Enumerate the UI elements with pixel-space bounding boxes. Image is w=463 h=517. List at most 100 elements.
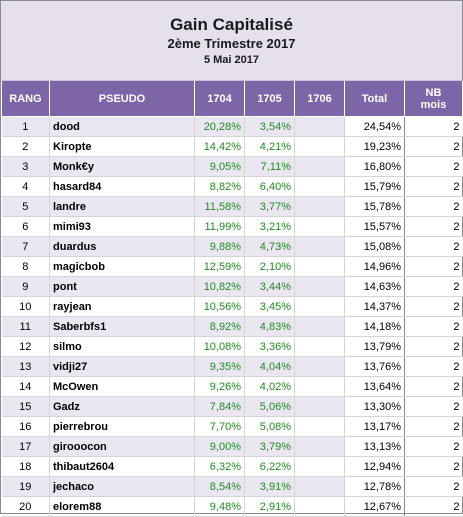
cell-1706[interactable] — [294, 316, 345, 337]
table-row[interactable]: 19 jechaco 8,54% 3,91% 12,78% 2 — [1, 476, 463, 497]
cell-total[interactable]: 13,13% — [344, 436, 405, 457]
cell-1705[interactable]: 3,44% — [244, 276, 295, 297]
cell-1706[interactable] — [294, 276, 345, 297]
cell-1705[interactable]: 3,21% — [244, 216, 295, 237]
cell-1704[interactable]: 10,56% — [194, 296, 245, 317]
cell-1704[interactable]: 8,54% — [194, 476, 245, 497]
table-row[interactable]: 13 vidji27 9,35% 4,04% 13,76% 2 — [1, 356, 463, 377]
cell-nb-mois[interactable]: 2 — [404, 156, 463, 177]
cell-1704[interactable]: 10,08% — [194, 336, 245, 357]
cell-1706[interactable] — [294, 176, 345, 197]
table-row[interactable]: 5 landre 11,58% 3,77% 15,78% 2 — [1, 196, 463, 217]
cell-1705[interactable]: 3,77% — [244, 196, 295, 217]
cell-rang[interactable]: 19 — [1, 476, 50, 497]
cell-pseudo[interactable]: Monk€y — [49, 156, 195, 177]
table-row[interactable]: 14 McOwen 9,26% 4,02% 13,64% 2 — [1, 376, 463, 397]
cell-rang[interactable]: 3 — [1, 156, 50, 177]
column-header-1704[interactable]: 1704 — [194, 81, 245, 117]
column-header-total[interactable]: Total — [344, 81, 405, 117]
cell-1706[interactable] — [294, 136, 345, 157]
cell-nb-mois[interactable]: 2 — [404, 116, 463, 137]
cell-total[interactable]: 15,08% — [344, 236, 405, 257]
cell-1705[interactable]: 6,40% — [244, 176, 295, 197]
cell-1705[interactable]: 7,11% — [244, 156, 295, 177]
cell-1704[interactable]: 9,05% — [194, 156, 245, 177]
cell-nb-mois[interactable]: 2 — [404, 336, 463, 357]
cell-rang[interactable]: 18 — [1, 456, 50, 477]
cell-total[interactable]: 24,54% — [344, 116, 405, 137]
cell-1705[interactable]: 3,45% — [244, 296, 295, 317]
cell-total[interactable]: 13,79% — [344, 336, 405, 357]
table-row[interactable]: 4 hasard84 8,82% 6,40% 15,79% 2 — [1, 176, 463, 197]
cell-nb-mois[interactable]: 2 — [404, 456, 463, 477]
cell-rang[interactable]: 5 — [1, 196, 50, 217]
cell-nb-mois[interactable]: 2 — [404, 476, 463, 497]
cell-total[interactable]: 13,30% — [344, 396, 405, 417]
column-header-rang[interactable]: RANG — [1, 81, 50, 117]
cell-pseudo[interactable]: silmo — [49, 336, 195, 357]
table-row[interactable]: 9 pont 10,82% 3,44% 14,63% 2 — [1, 276, 463, 297]
cell-pseudo[interactable]: thibaut2604 — [49, 456, 195, 477]
cell-rang[interactable]: 15 — [1, 396, 50, 417]
cell-rang[interactable]: 4 — [1, 176, 50, 197]
cell-1704[interactable]: 11,99% — [194, 216, 245, 237]
cell-1705[interactable]: 4,04% — [244, 356, 295, 377]
cell-total[interactable]: 12,94% — [344, 456, 405, 477]
cell-pseudo[interactable]: duardus — [49, 236, 195, 257]
cell-total[interactable]: 14,96% — [344, 256, 405, 277]
cell-1706[interactable] — [294, 416, 345, 437]
cell-pseudo[interactable]: rayjean — [49, 296, 195, 317]
cell-1705[interactable]: 5,08% — [244, 416, 295, 437]
cell-nb-mois[interactable]: 2 — [404, 356, 463, 377]
cell-nb-mois[interactable]: 2 — [404, 376, 463, 397]
cell-rang[interactable]: 14 — [1, 376, 50, 397]
cell-1706[interactable] — [294, 476, 345, 497]
cell-rang[interactable]: 16 — [1, 416, 50, 437]
cell-1704[interactable]: 9,26% — [194, 376, 245, 397]
column-header-1706[interactable]: 1706 — [294, 81, 345, 117]
cell-1704[interactable]: 9,88% — [194, 236, 245, 257]
cell-rang[interactable]: 7 — [1, 236, 50, 257]
table-row[interactable]: 10 rayjean 10,56% 3,45% 14,37% 2 — [1, 296, 463, 317]
cell-1705[interactable]: 4,21% — [244, 136, 295, 157]
cell-1706[interactable] — [294, 236, 345, 257]
cell-1704[interactable]: 12,59% — [194, 256, 245, 277]
cell-nb-mois[interactable]: 2 — [404, 176, 463, 197]
cell-1704[interactable]: 9,00% — [194, 436, 245, 457]
cell-pseudo[interactable]: girooocon — [49, 436, 195, 457]
table-row[interactable]: 3 Monk€y 9,05% 7,11% 16,80% 2 — [1, 156, 463, 177]
cell-1704[interactable]: 11,58% — [194, 196, 245, 217]
cell-pseudo[interactable]: landre — [49, 196, 195, 217]
table-row[interactable]: 7 duardus 9,88% 4,73% 15,08% 2 — [1, 236, 463, 257]
cell-nb-mois[interactable]: 2 — [404, 216, 463, 237]
cell-pseudo[interactable]: magicbob — [49, 256, 195, 277]
cell-pseudo[interactable]: McOwen — [49, 376, 195, 397]
cell-1704[interactable]: 6,32% — [194, 456, 245, 477]
cell-pseudo[interactable]: Saberbfs1 — [49, 316, 195, 337]
cell-nb-mois[interactable]: 2 — [404, 256, 463, 277]
cell-total[interactable]: 13,76% — [344, 356, 405, 377]
table-row[interactable]: 8 magicbob 12,59% 2,10% 14,96% 2 — [1, 256, 463, 277]
cell-rang[interactable]: 8 — [1, 256, 50, 277]
cell-1706[interactable] — [294, 116, 345, 137]
cell-1706[interactable] — [294, 396, 345, 417]
cell-pseudo[interactable]: dood — [49, 116, 195, 137]
table-row[interactable]: 6 mimi93 11,99% 3,21% 15,57% 2 — [1, 216, 463, 237]
cell-1705[interactable]: 3,54% — [244, 116, 295, 137]
cell-total[interactable]: 13,17% — [344, 416, 405, 437]
cell-pseudo[interactable]: hasard84 — [49, 176, 195, 197]
table-row[interactable]: 2 Kiropte 14,42% 4,21% 19,23% 2 — [1, 136, 463, 157]
cell-total[interactable]: 14,63% — [344, 276, 405, 297]
cell-1706[interactable] — [294, 356, 345, 377]
cell-1706[interactable] — [294, 296, 345, 317]
cell-pseudo[interactable]: vidji27 — [49, 356, 195, 377]
cell-total[interactable]: 14,37% — [344, 296, 405, 317]
cell-nb-mois[interactable]: 2 — [404, 296, 463, 317]
cell-total[interactable]: 13,64% — [344, 376, 405, 397]
column-header-pseudo[interactable]: PSEUDO — [49, 81, 195, 117]
table-row[interactable]: 18 thibaut2604 6,32% 6,22% 12,94% 2 — [1, 456, 463, 477]
cell-pseudo[interactable]: jechaco — [49, 476, 195, 497]
cell-1704[interactable]: 14,42% — [194, 136, 245, 157]
cell-total[interactable]: 14,18% — [344, 316, 405, 337]
cell-pseudo[interactable]: Gadz — [49, 396, 195, 417]
